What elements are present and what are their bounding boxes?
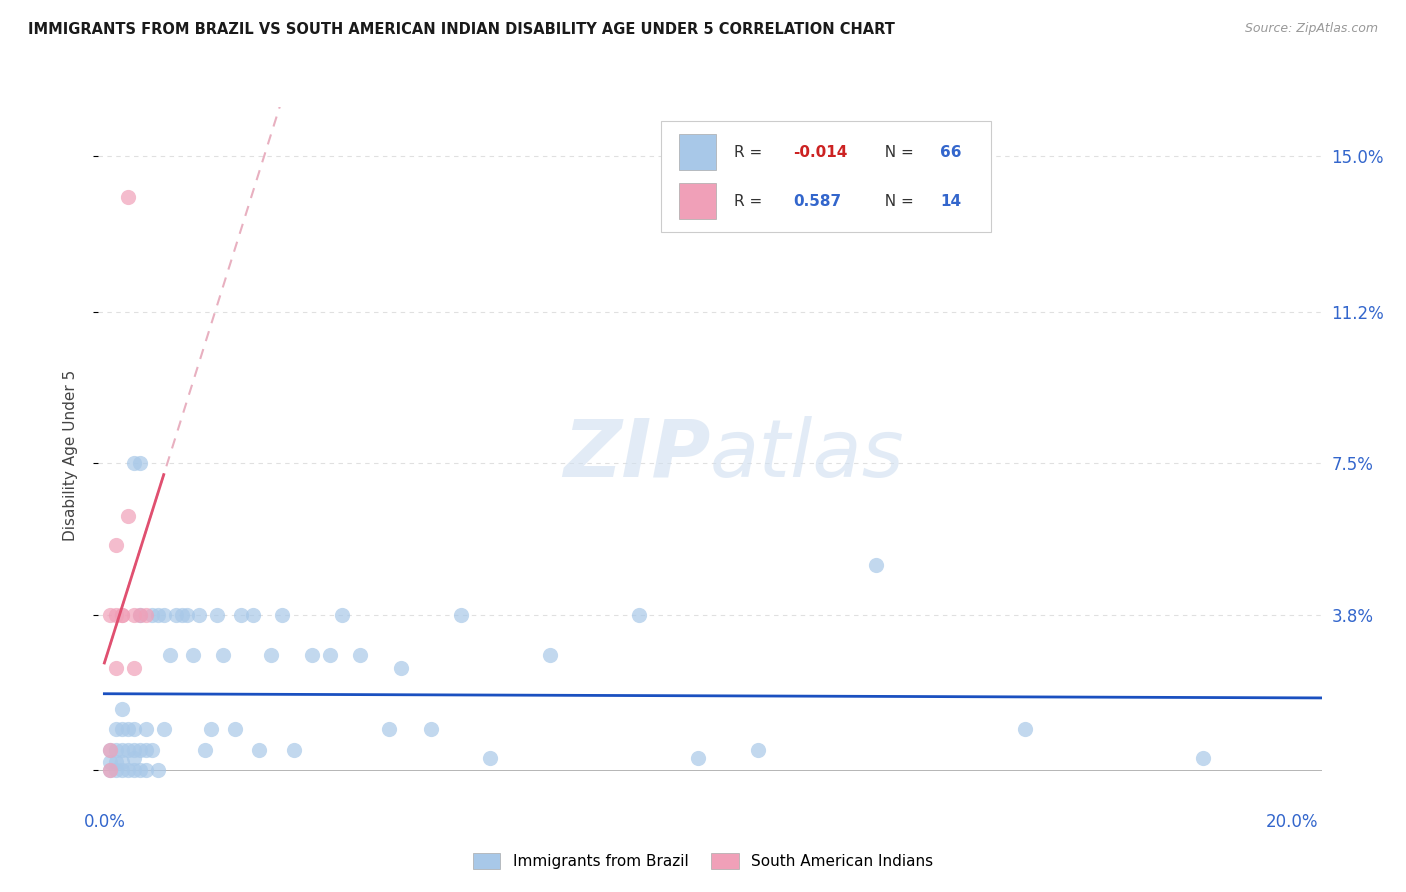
Point — [688, 751, 710, 765]
Point — [479, 751, 502, 765]
Point — [111, 755, 134, 769]
Point — [129, 607, 152, 622]
Point — [538, 648, 561, 663]
Point — [111, 701, 134, 715]
Point — [98, 742, 121, 756]
Point — [135, 722, 157, 736]
Point — [105, 742, 128, 756]
Point — [117, 722, 139, 736]
Point — [1014, 722, 1036, 736]
Point — [122, 751, 145, 765]
Point — [111, 607, 134, 622]
Point — [111, 722, 134, 736]
Text: N =: N = — [875, 194, 918, 209]
Point — [212, 648, 235, 663]
Point — [98, 742, 121, 756]
Point — [135, 763, 157, 777]
Point — [165, 607, 187, 622]
Point — [122, 742, 145, 756]
Point — [105, 722, 128, 736]
Text: atlas: atlas — [710, 416, 905, 494]
Point — [378, 722, 401, 736]
Point — [301, 648, 323, 663]
Point — [349, 648, 371, 663]
Point — [170, 607, 193, 622]
Point — [122, 722, 145, 736]
Point — [259, 648, 281, 663]
Text: -0.014: -0.014 — [793, 145, 848, 160]
Point — [141, 742, 163, 756]
Point — [111, 763, 134, 777]
Point — [129, 742, 152, 756]
Y-axis label: Disability Age Under 5: Disability Age Under 5 — [63, 369, 77, 541]
Point — [183, 648, 205, 663]
Point — [200, 722, 222, 736]
Point — [129, 456, 152, 470]
Point — [111, 607, 134, 622]
Point — [129, 607, 152, 622]
Point — [105, 755, 128, 769]
Point — [141, 607, 163, 622]
Point — [865, 558, 887, 573]
Point — [122, 607, 145, 622]
Point — [283, 742, 305, 756]
FancyBboxPatch shape — [661, 121, 991, 232]
Text: 0.587: 0.587 — [793, 194, 841, 209]
Point — [152, 722, 174, 736]
Text: R =: R = — [734, 145, 768, 160]
Point — [117, 509, 139, 524]
Text: 66: 66 — [941, 145, 962, 160]
Text: ZIP: ZIP — [562, 416, 710, 494]
Point — [194, 742, 217, 756]
FancyBboxPatch shape — [679, 183, 716, 219]
Point — [271, 607, 294, 622]
Point — [105, 538, 128, 552]
Point — [117, 763, 139, 777]
Text: Source: ZipAtlas.com: Source: ZipAtlas.com — [1244, 22, 1378, 36]
Legend: Immigrants from Brazil, South American Indians: Immigrants from Brazil, South American I… — [467, 847, 939, 875]
Point — [98, 607, 121, 622]
Point — [420, 722, 443, 736]
Point — [105, 661, 128, 675]
FancyBboxPatch shape — [679, 135, 716, 170]
Point — [135, 607, 157, 622]
Point — [105, 763, 128, 777]
Point — [122, 763, 145, 777]
Text: 14: 14 — [941, 194, 962, 209]
Point — [224, 722, 246, 736]
Point — [247, 742, 270, 756]
Point — [1192, 751, 1215, 765]
Point — [450, 607, 472, 622]
Point — [159, 648, 181, 663]
Point — [627, 607, 650, 622]
Point — [98, 763, 121, 777]
Point — [188, 607, 211, 622]
Text: IMMIGRANTS FROM BRAZIL VS SOUTH AMERICAN INDIAN DISABILITY AGE UNDER 5 CORRELATI: IMMIGRANTS FROM BRAZIL VS SOUTH AMERICAN… — [28, 22, 896, 37]
Point — [98, 755, 121, 769]
Point — [389, 661, 412, 675]
Point — [229, 607, 252, 622]
Text: R =: R = — [734, 194, 768, 209]
Point — [117, 742, 139, 756]
Point — [146, 763, 169, 777]
Point — [105, 607, 128, 622]
Point — [111, 742, 134, 756]
Point — [98, 763, 121, 777]
Point — [319, 648, 342, 663]
Point — [122, 661, 145, 675]
Point — [135, 742, 157, 756]
Point — [330, 607, 353, 622]
Point — [146, 607, 169, 622]
Point — [747, 742, 769, 756]
Point — [152, 607, 174, 622]
Point — [242, 607, 264, 622]
Text: N =: N = — [875, 145, 918, 160]
Point — [205, 607, 228, 622]
Point — [129, 763, 152, 777]
Point — [117, 190, 139, 204]
Point — [176, 607, 198, 622]
Point — [122, 456, 145, 470]
